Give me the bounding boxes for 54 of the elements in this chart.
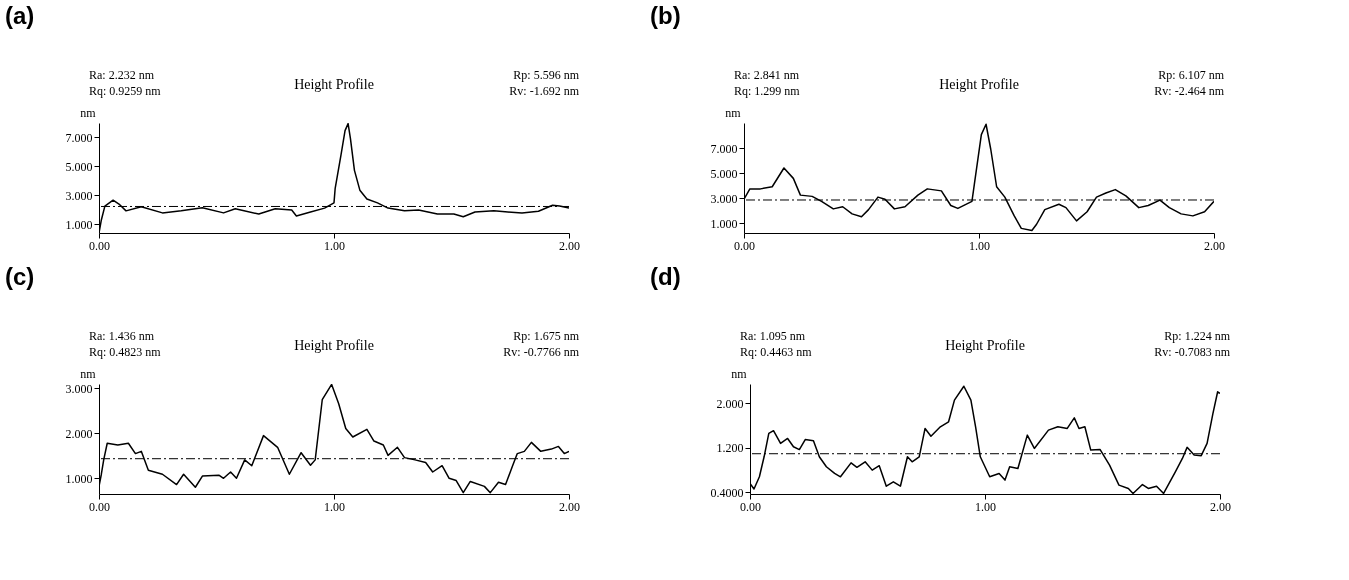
x-tick-label: 0.00	[89, 499, 110, 514]
text: Rp: 1.675 nm	[513, 329, 580, 343]
x-tick-label: 0.00	[740, 499, 761, 514]
y-tick-label: 3.000	[710, 191, 738, 206]
y-tick-label: 2.000	[65, 426, 93, 441]
x-tick-label: 2.00	[559, 499, 580, 514]
chart-title: (a)	[5, 2, 35, 29]
y-axis-title: nm	[80, 105, 97, 120]
y-tick-label: 5.000	[710, 166, 738, 181]
x-tick-label: 2.00	[1204, 238, 1225, 253]
y-tick-label: 1.000	[65, 471, 93, 486]
x-tick-label: 1.00	[324, 499, 345, 514]
x-tick-label: 0.00	[734, 238, 755, 253]
y-tick-label: 2.000	[716, 396, 744, 411]
y-tick-label: 5.000	[65, 159, 93, 174]
chart-title: (d)	[650, 263, 681, 290]
y-axis-title: nm	[731, 366, 748, 381]
chart-title: (c)	[5, 263, 35, 290]
chart-subtitle: Height Profile	[294, 338, 374, 353]
x-tick-label: 1.00	[975, 499, 996, 514]
y-axis-title: nm	[725, 105, 742, 120]
y-tick-label: 7.000	[65, 130, 93, 145]
chart-title: (b)	[650, 2, 681, 29]
chart-subtitle: Height Profile	[294, 77, 374, 92]
chart-subtitle: Height Profile	[939, 77, 1019, 92]
y-tick-label: 1.000	[710, 216, 738, 231]
y-tick-label: 0.4000	[710, 485, 744, 500]
text: Rq: 0.9259 nm	[89, 84, 162, 98]
y-tick-label: 3.000	[65, 381, 93, 396]
text: Rv: -0.7083 nm	[1154, 345, 1231, 359]
text: Ra: 2.232 nm	[89, 68, 155, 82]
y-tick-label: 3.000	[65, 188, 93, 203]
chart-subtitle: Height Profile	[945, 338, 1025, 353]
y-tick-label: 1.000	[65, 217, 93, 232]
x-tick-label: 0.00	[89, 238, 110, 253]
y-axis-title: nm	[80, 366, 97, 381]
text: Rq: 1.299 nm	[734, 84, 801, 98]
text: Ra: 1.095 nm	[740, 329, 806, 343]
text: Rq: 0.4463 nm	[740, 345, 813, 359]
y-tick-label: 7.000	[710, 141, 738, 156]
text: Rp: 1.224 nm	[1164, 329, 1231, 343]
text: Ra: 2.841 nm	[734, 68, 800, 82]
text: Rv: -2.464 nm	[1154, 84, 1225, 98]
y-tick-label: 1.200	[716, 441, 744, 456]
x-tick-label: 2.00	[1210, 499, 1231, 514]
x-tick-label: 1.00	[324, 238, 345, 253]
text: Rp: 6.107 nm	[1158, 68, 1225, 82]
text: Rp: 5.596 nm	[513, 68, 580, 82]
text: Rv: -0.7766 nm	[503, 345, 580, 359]
text: Rv: -1.692 nm	[509, 84, 580, 98]
x-tick-label: 2.00	[559, 238, 580, 253]
x-tick-label: 1.00	[969, 238, 990, 253]
text: Rq: 0.4823 nm	[89, 345, 162, 359]
text: Ra: 1.436 nm	[89, 329, 155, 343]
